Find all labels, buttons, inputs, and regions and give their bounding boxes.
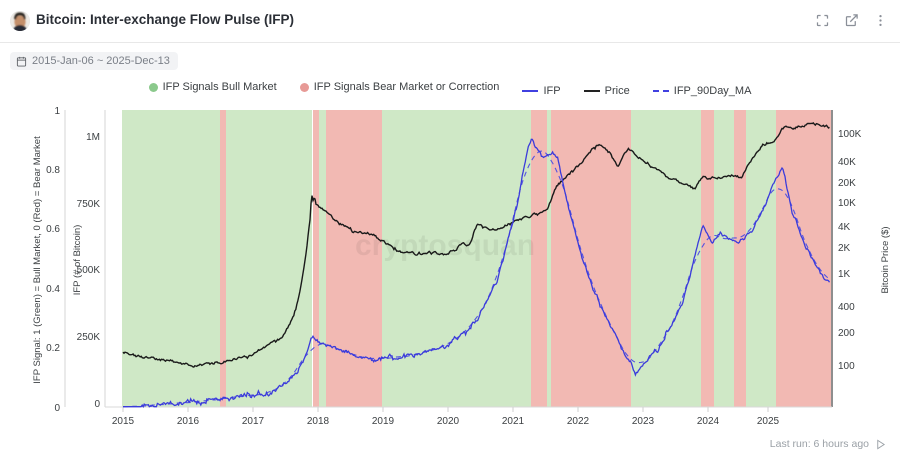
svg-text:20K: 20K (838, 178, 856, 189)
svg-text:2019: 2019 (372, 416, 395, 427)
svg-text:2025: 2025 (757, 416, 780, 427)
svg-text:750K: 750K (77, 199, 101, 210)
svg-text:0.4: 0.4 (46, 284, 60, 295)
svg-text:1: 1 (54, 106, 60, 117)
svg-text:IFP Signal: 1 (Green) = Bull M: IFP Signal: 1 (Green) = Bull Market, 0 (… (32, 136, 43, 384)
svg-text:250K: 250K (77, 332, 101, 343)
svg-text:2K: 2K (838, 243, 851, 254)
svg-text:0.2: 0.2 (46, 343, 60, 354)
svg-text:2020: 2020 (437, 416, 460, 427)
svg-text:0.6: 0.6 (46, 224, 60, 235)
svg-text:IFP (# of Bitcoin): IFP (# of Bitcoin) (72, 225, 83, 296)
svg-text:100K: 100K (838, 129, 862, 140)
svg-text:1K: 1K (838, 269, 851, 280)
svg-text:400: 400 (838, 302, 855, 313)
svg-text:2016: 2016 (177, 416, 200, 427)
svg-text:2017: 2017 (242, 416, 265, 427)
svg-text:0.8: 0.8 (46, 165, 60, 176)
svg-text:0: 0 (54, 403, 60, 414)
svg-text:2024: 2024 (697, 416, 720, 427)
svg-text:cryptosquan: cryptosquan (355, 229, 535, 262)
svg-text:100: 100 (838, 361, 855, 372)
svg-text:2021: 2021 (502, 416, 525, 427)
svg-text:200: 200 (838, 328, 855, 339)
svg-text:2022: 2022 (567, 416, 590, 427)
svg-text:Bitcoin Price ($): Bitcoin Price ($) (880, 226, 891, 293)
svg-text:0: 0 (94, 399, 100, 410)
svg-text:2015: 2015 (112, 416, 135, 427)
svg-text:2018: 2018 (307, 416, 330, 427)
svg-text:40K: 40K (838, 157, 856, 168)
svg-text:10K: 10K (838, 198, 856, 209)
svg-text:1M: 1M (86, 132, 100, 143)
svg-text:2023: 2023 (632, 416, 655, 427)
svg-text:4K: 4K (838, 222, 851, 233)
